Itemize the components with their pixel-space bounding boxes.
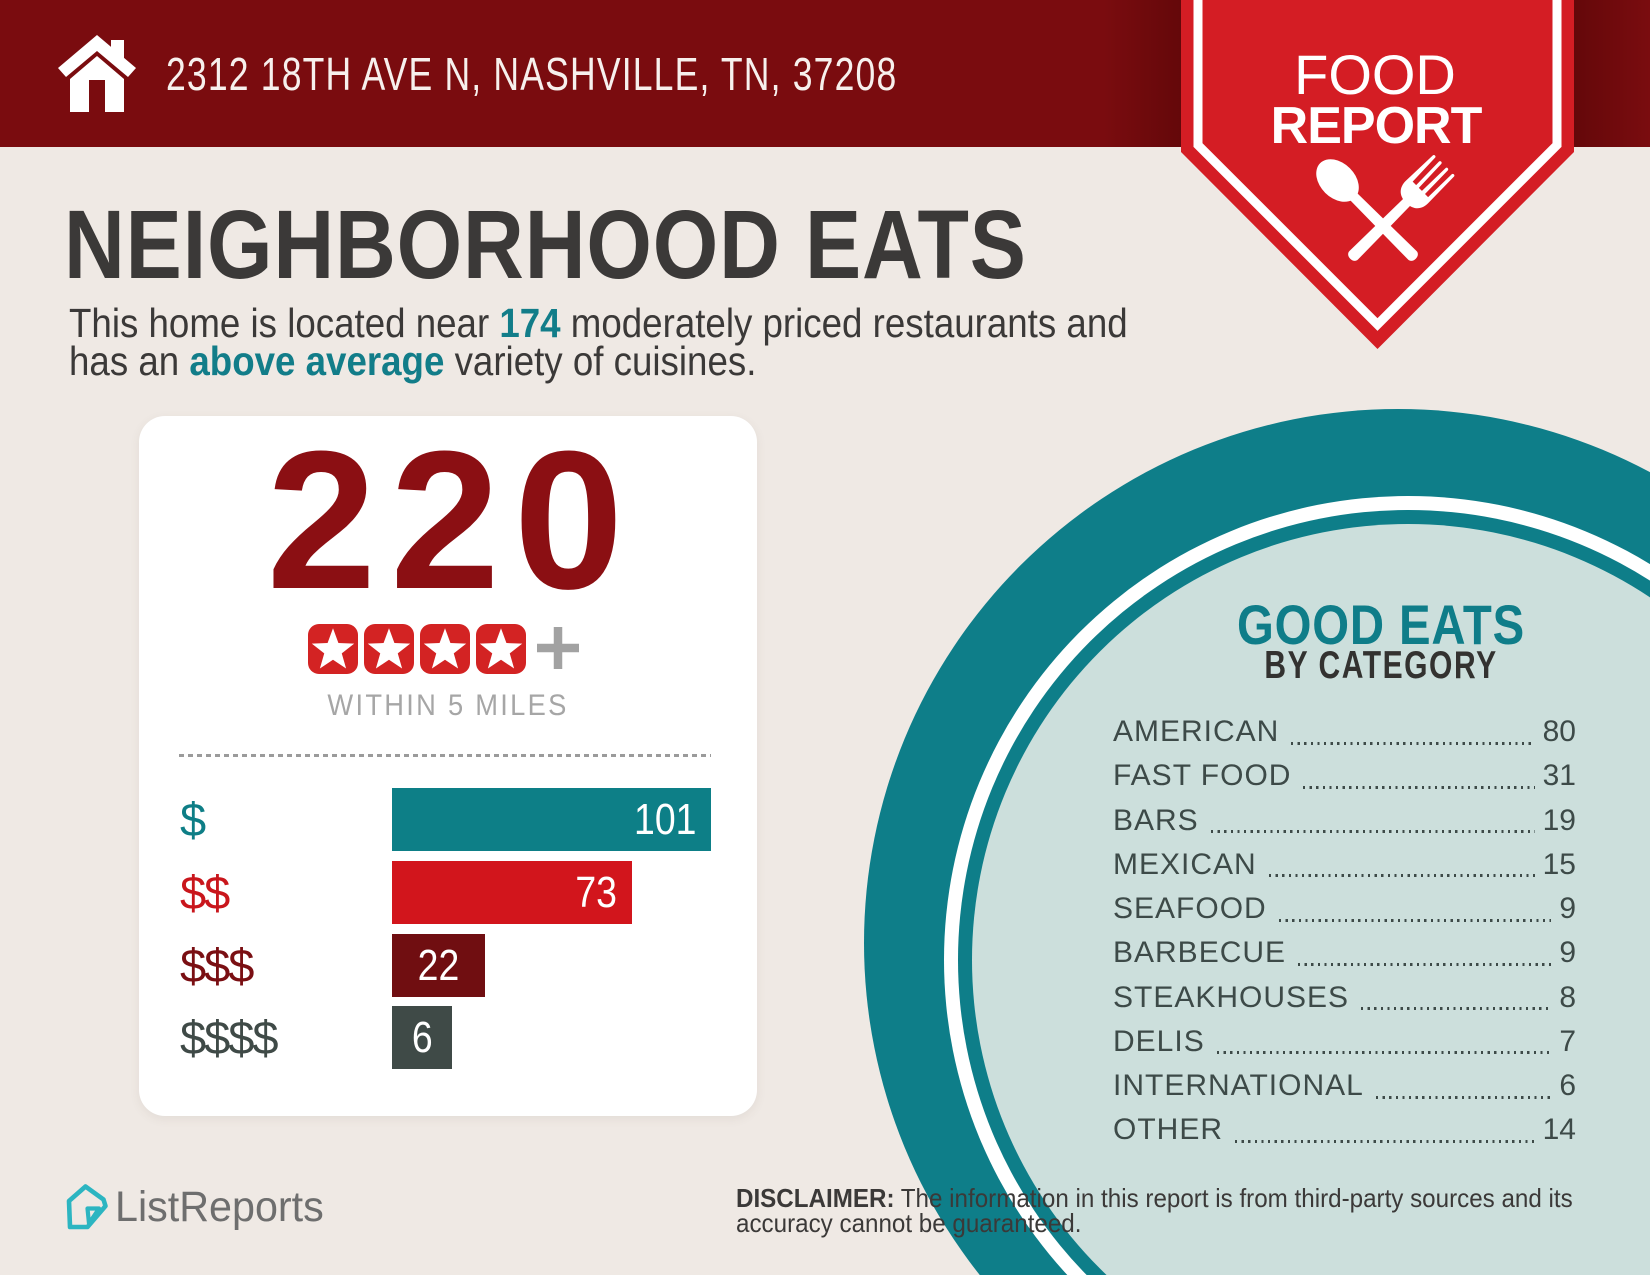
svg-text:FOOD: FOOD	[1294, 43, 1456, 106]
svg-text:REPORT: REPORT	[1271, 97, 1483, 155]
